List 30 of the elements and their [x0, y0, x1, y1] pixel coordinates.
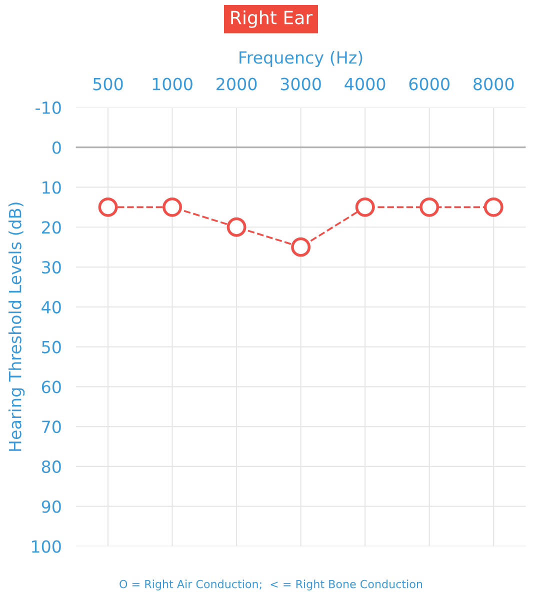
- x-tick-label: 4000: [344, 78, 386, 90]
- x-tick-label: 3000: [280, 78, 321, 90]
- point: [98, 197, 118, 217]
- y-tick-label: 0: [52, 141, 61, 154]
- y-tick-label: 50: [42, 340, 61, 354]
- x-tick-label: 1000: [152, 78, 192, 90]
- y-axis-title: Hearing Threshold Levels (dB): [8, 202, 25, 451]
- y-tick-label: 30: [42, 260, 61, 274]
- y-tick-label: 40: [42, 300, 61, 314]
- y-tick-label: 90: [42, 500, 61, 513]
- point: [484, 197, 504, 217]
- point: [355, 197, 375, 217]
- x-tick-label: 6000: [409, 78, 450, 90]
- point: [162, 197, 182, 217]
- y-tick-label: 80: [42, 460, 61, 474]
- y-tick-label: 20: [42, 221, 61, 234]
- x-tick-label: 8000: [474, 78, 514, 90]
- y-tick-label: -10: [36, 101, 61, 114]
- x-tick-label: 500: [93, 78, 123, 90]
- x-axis-title: Frequency (Hz): [240, 50, 362, 68]
- chart-title: Right Ear: [231, 10, 313, 28]
- y-tick-label: 10: [42, 181, 61, 194]
- y-tick-label: 70: [42, 420, 61, 434]
- text: O = Right Air Conduction; < = Right Bone Conduction: [120, 580, 422, 590]
- point: [226, 217, 246, 237]
- point: [291, 237, 311, 257]
- y-tick-label: 100: [32, 540, 61, 553]
- x-tick-label: 2000: [216, 78, 257, 90]
- y-tick-label: 60: [42, 380, 61, 394]
- point: [420, 197, 440, 217]
